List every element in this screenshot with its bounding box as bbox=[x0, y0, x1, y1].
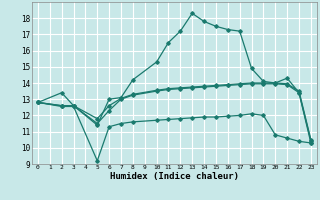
X-axis label: Humidex (Indice chaleur): Humidex (Indice chaleur) bbox=[110, 172, 239, 181]
